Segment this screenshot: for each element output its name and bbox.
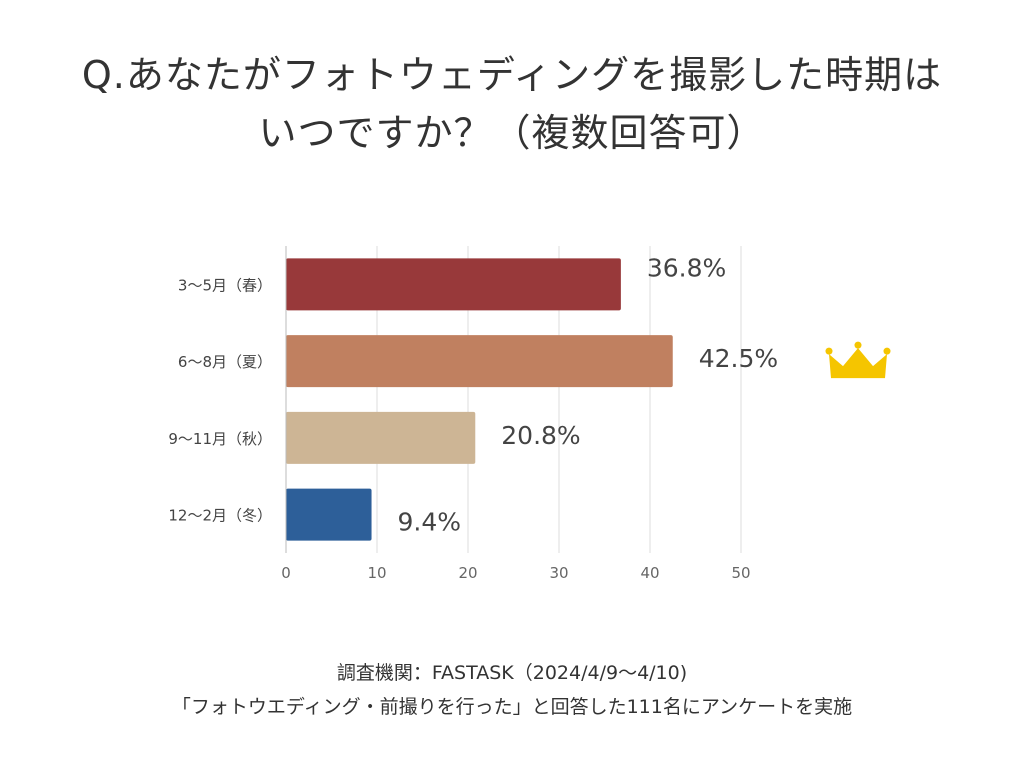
category-label: 6～8月（夏） xyxy=(178,353,272,371)
chart-title-line-1: Q.あなたがフォトウェディングを撮影した時期は xyxy=(81,53,943,97)
crown-icon xyxy=(825,341,891,379)
value-label: 9.4% xyxy=(398,508,462,537)
x-tick-label: 40 xyxy=(640,564,659,582)
bar xyxy=(286,258,621,311)
x-tick-label: 50 xyxy=(731,564,750,582)
x-tick-label: 0 xyxy=(281,564,291,582)
survey-source: 調査機関：FASTASK（2024/4/9～4/10) xyxy=(336,662,688,684)
bar xyxy=(286,488,372,541)
survey-note: 「フォトウエディング・前撮りを行った」と回答した111名にアンケートを実施 xyxy=(171,696,853,718)
category-label: 9～11月（秋） xyxy=(168,430,272,448)
bar xyxy=(286,411,476,464)
category-label: 3～5月（春） xyxy=(178,276,272,294)
x-tick-label: 30 xyxy=(549,564,568,582)
chart-title-line-2: いつですか？（複数回答可） xyxy=(258,111,766,155)
category-label: 12～2月（冬） xyxy=(168,507,272,525)
chart-title: Q.あなたがフォトウェディングを撮影した時期は いつですか？（複数回答可） xyxy=(0,46,1024,162)
x-tick-label: 20 xyxy=(458,564,477,582)
value-label: 20.8% xyxy=(501,421,580,450)
bar xyxy=(286,335,673,388)
value-label: 42.5% xyxy=(699,344,778,373)
value-label: 36.8% xyxy=(647,253,726,282)
x-tick-label: 10 xyxy=(367,564,386,582)
